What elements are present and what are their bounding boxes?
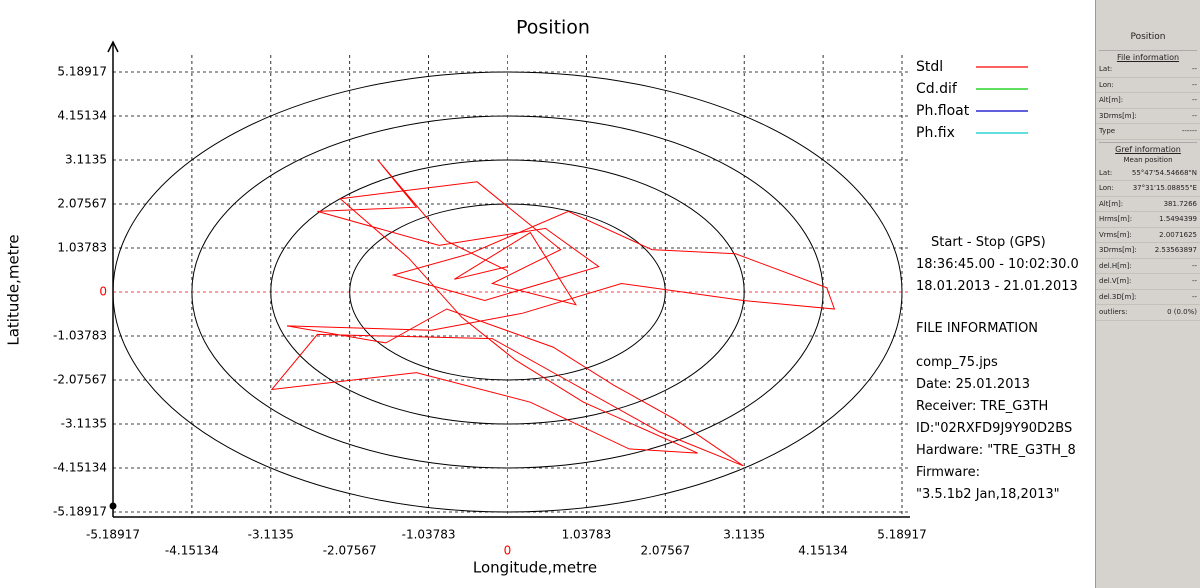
row-label: Alt[m]: (1099, 199, 1124, 208)
legend-label: Ph.float (916, 103, 970, 119)
trajectory (270, 160, 836, 467)
x-tick-label: 5.18917 (877, 528, 927, 542)
row-label: del.3D[m]: (1099, 292, 1137, 301)
x-tick-label: -2.07567 (323, 544, 377, 558)
y-tick-label: -1.03783 (53, 328, 107, 342)
info-line: Date: 25.01.2013 (916, 377, 1031, 392)
chart: Position Longitude,metre Latitude,metre … (5, 17, 1028, 577)
info-line: FILE INFORMATION (916, 321, 1039, 336)
info-row: 3Drms[m]: -- (1096, 109, 1200, 124)
row-label: outliers: (1099, 308, 1128, 317)
section-header: File information (1099, 50, 1197, 62)
info-line: 18.01.2013 - 21.01.2013 (916, 279, 1078, 294)
x-tick-label: 3.1135 (723, 528, 765, 542)
y-axis-label: Latitude,metre (5, 234, 23, 345)
row-value: 1.5494399 (1159, 215, 1197, 224)
legend-label: Ph.fix (916, 125, 955, 141)
x-tick-label: 0 (504, 544, 512, 558)
row-label: Lon: (1099, 184, 1114, 193)
info-line: Hardware: "TRE_G3TH_8 (916, 443, 1076, 458)
info-row: Lat: -- (1096, 62, 1200, 78)
panel-title: Position (1130, 32, 1166, 42)
info-row: del.H[m]: -- (1096, 259, 1200, 274)
x-tick-label: -3.1135 (248, 528, 294, 542)
y-tick-label: 2.07567 (57, 196, 107, 210)
y-tick-label: -3.1135 (61, 416, 107, 430)
legend-label: Stdl (916, 59, 943, 75)
side-panel: Position File information Lat: -- Lon: -- Al… (1095, 0, 1200, 588)
range-circle (270, 159, 745, 425)
row-label: Hrms[m]: (1099, 215, 1133, 224)
row-value: 55°47'54.54668"N (1131, 168, 1197, 177)
range-circle (112, 71, 903, 513)
row-label: Vrms[m]: (1099, 230, 1132, 239)
row-label: del.V[m]: (1099, 277, 1132, 286)
x-tick-label: -1.03783 (402, 528, 456, 542)
info-line: Start - Stop (GPS) (931, 235, 1046, 250)
x-tick-label: -4.15134 (165, 544, 219, 558)
info-line: 18:36:45.00 - 10:02:30.0 (916, 257, 1079, 272)
y-tick-label: 0 (99, 285, 107, 299)
row-value: 0 (0.0%) (1167, 308, 1197, 317)
row-value: 2.53563897 (1154, 246, 1197, 255)
row-label: Lon: (1099, 80, 1114, 89)
row-value: -- (1191, 96, 1197, 105)
info-row: 3Drms[m]: 2.53563897 (1096, 243, 1200, 259)
info-line: Receiver: TRE_G3TH (916, 399, 1049, 414)
row-label: Lat: (1099, 168, 1113, 177)
x-tick-label: 1.03783 (562, 528, 612, 542)
section-header: Gref information (1099, 141, 1197, 154)
y-tick-label: 5.18917 (57, 65, 107, 79)
info-row: Alt[m]: -- (1096, 93, 1200, 109)
x-tick-label: 2.07567 (640, 544, 690, 558)
y-tick-label: -4.15134 (53, 461, 107, 475)
row-value: 381.7266 (1163, 199, 1197, 208)
info-row: del.V[m]: -- (1096, 274, 1200, 290)
range-circle (349, 203, 666, 381)
y-tick-label: 3.1135 (65, 153, 107, 167)
row-value: ------ (1181, 127, 1197, 136)
info-line: ID:"02RXFD9J9Y90D2BS (916, 421, 1073, 436)
info-row: del.3D[m]: -- (1096, 290, 1200, 305)
row-value: 2.0071625 (1159, 230, 1197, 239)
row-value: -- (1191, 292, 1197, 301)
info-row: Vrms[m]: 2.0071625 (1096, 228, 1200, 243)
y-tick-label: 1.03783 (57, 241, 107, 255)
row-label: Lat: (1099, 65, 1113, 74)
row-label: Type (1099, 127, 1116, 136)
info-line: "3.5.1b2 Jan,18,2013" (916, 487, 1060, 502)
info-row: outliers: 0 (0.0%) (1096, 305, 1200, 321)
row-label: Alt[m]: (1099, 96, 1124, 105)
info-row: Alt[m]: 381.7266 (1096, 197, 1200, 212)
info-row: Lon: 37°31'15.08855"E (1096, 181, 1200, 197)
info-row: Lat: 55°47'54.54668"N (1096, 166, 1200, 181)
legend-label: Cd.dif (916, 81, 958, 97)
info-line: Firmware: (916, 465, 980, 480)
y-tick-label: -5.18917 (53, 505, 107, 519)
row-value: -- (1191, 65, 1197, 74)
y-tick-label: 4.15134 (57, 108, 107, 122)
x-tick-label: -5.18917 (86, 528, 140, 542)
info-line: comp_75.jps (916, 355, 998, 370)
section-subheader: Mean position (1123, 155, 1173, 164)
info-panel: Start - Stop (GPS) 18:36:45.00 - 10:02:30… (916, 232, 1095, 506)
row-value: -- (1191, 80, 1197, 89)
row-label: 3Drms[m]: (1099, 246, 1137, 255)
row-value: 37°31'15.08855"E (1132, 184, 1197, 193)
row-value: -- (1191, 111, 1197, 120)
info-row: Lon: -- (1096, 78, 1200, 93)
range-circle (191, 115, 824, 469)
y-tick-label: -2.07567 (53, 373, 107, 387)
chart-title: Position (516, 17, 590, 39)
info-row: Type ------ (1096, 124, 1200, 140)
x-axis-label: Longitude,metre (473, 559, 597, 577)
info-row: Hrms[m]: 1.5494399 (1096, 212, 1200, 228)
row-value: -- (1191, 261, 1197, 270)
row-label: del.H[m]: (1099, 261, 1132, 270)
y-axis-arrow (107, 40, 119, 53)
x-tick-label: 4.15134 (798, 544, 848, 558)
row-value: -- (1191, 277, 1197, 286)
row-label: 3Drms[m]: (1099, 111, 1137, 120)
